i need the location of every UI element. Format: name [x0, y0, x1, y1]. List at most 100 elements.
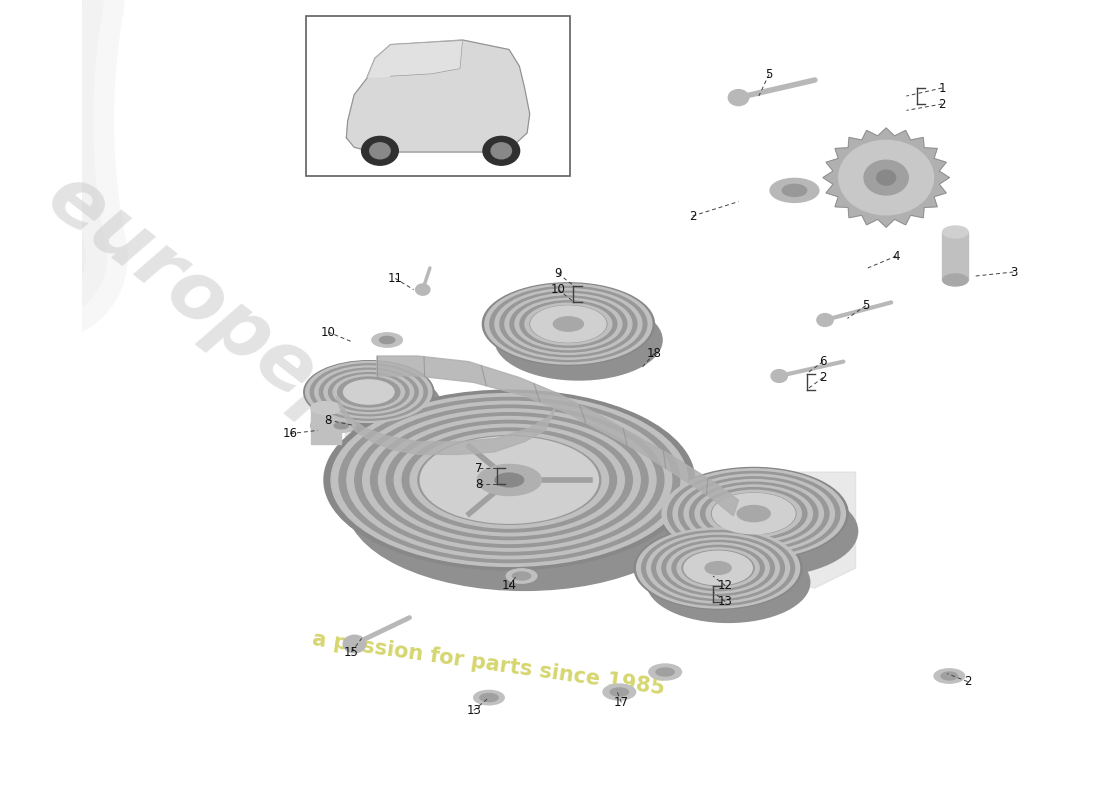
Ellipse shape: [672, 546, 764, 590]
Bar: [306, 16, 571, 176]
Text: 13: 13: [718, 595, 733, 608]
Ellipse shape: [327, 418, 355, 432]
Circle shape: [362, 137, 398, 166]
Circle shape: [839, 141, 934, 215]
Ellipse shape: [662, 541, 774, 595]
Ellipse shape: [499, 291, 637, 357]
Polygon shape: [310, 408, 341, 444]
Ellipse shape: [530, 306, 607, 342]
Ellipse shape: [706, 490, 802, 537]
Ellipse shape: [506, 569, 537, 583]
Ellipse shape: [520, 301, 617, 347]
Text: 17: 17: [614, 696, 629, 709]
Ellipse shape: [343, 380, 394, 404]
Ellipse shape: [433, 443, 585, 517]
Ellipse shape: [480, 694, 498, 702]
Text: 16: 16: [283, 427, 298, 440]
Text: a passion for parts since 1985: a passion for parts since 1985: [311, 630, 667, 698]
Ellipse shape: [346, 418, 703, 590]
Circle shape: [416, 284, 430, 295]
Ellipse shape: [505, 294, 631, 354]
Ellipse shape: [525, 303, 612, 345]
Circle shape: [877, 170, 895, 185]
Ellipse shape: [690, 482, 818, 545]
Ellipse shape: [942, 672, 957, 680]
Ellipse shape: [338, 377, 400, 407]
Ellipse shape: [319, 368, 418, 416]
Ellipse shape: [553, 317, 583, 331]
Ellipse shape: [662, 469, 846, 558]
Ellipse shape: [705, 562, 732, 574]
Ellipse shape: [770, 178, 818, 202]
Ellipse shape: [371, 413, 648, 547]
Ellipse shape: [329, 373, 409, 411]
Text: 10: 10: [551, 283, 565, 296]
Ellipse shape: [649, 664, 681, 680]
Ellipse shape: [314, 373, 440, 434]
Circle shape: [817, 314, 833, 326]
Ellipse shape: [315, 366, 422, 418]
Ellipse shape: [420, 437, 598, 523]
Ellipse shape: [495, 289, 642, 359]
Ellipse shape: [510, 296, 627, 352]
Polygon shape: [367, 41, 463, 77]
Ellipse shape: [667, 543, 769, 593]
Text: 2: 2: [820, 371, 827, 384]
Ellipse shape: [355, 405, 664, 555]
Ellipse shape: [656, 668, 674, 676]
Ellipse shape: [331, 394, 688, 566]
Ellipse shape: [531, 306, 606, 342]
Text: 2: 2: [689, 210, 696, 222]
Circle shape: [343, 635, 365, 653]
Ellipse shape: [515, 298, 622, 350]
Text: 13: 13: [466, 704, 481, 717]
Ellipse shape: [674, 486, 858, 576]
Ellipse shape: [695, 485, 813, 542]
Text: 11: 11: [388, 272, 403, 285]
Ellipse shape: [310, 402, 341, 414]
Ellipse shape: [378, 417, 640, 543]
Circle shape: [771, 370, 788, 382]
Ellipse shape: [418, 436, 601, 524]
Ellipse shape: [684, 479, 824, 548]
Circle shape: [370, 143, 390, 159]
Circle shape: [864, 160, 909, 195]
Ellipse shape: [410, 432, 608, 528]
Ellipse shape: [310, 416, 341, 435]
Ellipse shape: [324, 370, 414, 414]
Text: 8: 8: [324, 414, 332, 426]
Text: 10: 10: [320, 326, 336, 338]
Ellipse shape: [712, 493, 796, 534]
Ellipse shape: [647, 542, 810, 622]
Ellipse shape: [403, 428, 616, 532]
Text: 15: 15: [344, 646, 359, 658]
Ellipse shape: [673, 474, 835, 553]
Text: 3: 3: [1010, 266, 1018, 278]
Ellipse shape: [943, 274, 968, 286]
Ellipse shape: [324, 390, 695, 570]
Ellipse shape: [737, 506, 770, 522]
Ellipse shape: [668, 471, 840, 556]
Circle shape: [728, 90, 749, 106]
Ellipse shape: [306, 362, 432, 422]
Ellipse shape: [713, 494, 795, 534]
Ellipse shape: [782, 184, 806, 196]
Ellipse shape: [426, 439, 593, 521]
Circle shape: [491, 143, 512, 159]
Ellipse shape: [676, 548, 759, 588]
Ellipse shape: [647, 533, 790, 603]
Ellipse shape: [684, 551, 752, 585]
Ellipse shape: [495, 473, 524, 487]
Ellipse shape: [333, 375, 405, 409]
Ellipse shape: [652, 535, 784, 601]
Text: 5: 5: [766, 68, 772, 81]
Polygon shape: [763, 472, 856, 588]
Ellipse shape: [477, 465, 541, 495]
Ellipse shape: [641, 530, 794, 606]
Text: 9: 9: [554, 267, 562, 280]
Ellipse shape: [304, 361, 433, 423]
Ellipse shape: [485, 284, 652, 364]
Polygon shape: [942, 232, 968, 280]
Text: 12: 12: [717, 579, 733, 592]
Polygon shape: [346, 40, 530, 152]
